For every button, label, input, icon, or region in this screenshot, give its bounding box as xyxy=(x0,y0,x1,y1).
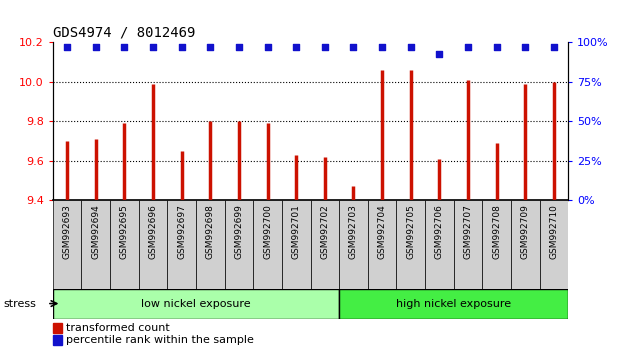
Text: GSM992700: GSM992700 xyxy=(263,205,272,259)
Bar xyxy=(425,200,454,289)
Text: GDS4974 / 8012469: GDS4974 / 8012469 xyxy=(53,26,195,40)
Text: GSM992696: GSM992696 xyxy=(148,205,158,259)
Bar xyxy=(253,200,282,289)
Text: GSM992707: GSM992707 xyxy=(463,205,473,259)
Bar xyxy=(196,200,225,289)
Point xyxy=(177,44,187,50)
Point xyxy=(62,44,72,50)
Text: GSM992710: GSM992710 xyxy=(550,205,558,259)
Text: GSM992706: GSM992706 xyxy=(435,205,444,259)
Bar xyxy=(53,289,339,319)
Point xyxy=(348,44,358,50)
Point xyxy=(91,44,101,50)
Text: GSM992697: GSM992697 xyxy=(177,205,186,259)
Text: GSM992705: GSM992705 xyxy=(406,205,415,259)
Text: GSM992702: GSM992702 xyxy=(320,205,329,259)
Point xyxy=(406,44,415,50)
Point xyxy=(320,44,330,50)
Bar xyxy=(167,200,196,289)
Text: GSM992704: GSM992704 xyxy=(378,205,387,259)
Text: stress: stress xyxy=(3,298,36,309)
Point xyxy=(263,44,273,50)
Point xyxy=(520,44,530,50)
Point xyxy=(435,51,445,56)
Point xyxy=(492,44,502,50)
Point xyxy=(148,44,158,50)
Bar xyxy=(396,200,425,289)
Bar xyxy=(511,200,540,289)
Bar xyxy=(339,200,368,289)
Text: low nickel exposure: low nickel exposure xyxy=(141,298,251,309)
Text: high nickel exposure: high nickel exposure xyxy=(396,298,511,309)
Bar xyxy=(368,200,396,289)
Point xyxy=(119,44,129,50)
Text: GSM992708: GSM992708 xyxy=(492,205,501,259)
Bar xyxy=(225,200,253,289)
Bar xyxy=(540,200,568,289)
Bar xyxy=(483,200,511,289)
Point xyxy=(463,44,473,50)
Text: GSM992693: GSM992693 xyxy=(63,205,71,259)
Text: GSM992703: GSM992703 xyxy=(349,205,358,259)
Text: GSM992698: GSM992698 xyxy=(206,205,215,259)
Bar xyxy=(282,200,310,289)
Point xyxy=(377,44,387,50)
Point xyxy=(234,44,244,50)
Bar xyxy=(81,200,110,289)
Text: GSM992699: GSM992699 xyxy=(234,205,243,259)
Point xyxy=(206,44,215,50)
Text: GSM992694: GSM992694 xyxy=(91,205,100,259)
Bar xyxy=(53,200,81,289)
Text: GSM992695: GSM992695 xyxy=(120,205,129,259)
Bar xyxy=(310,200,339,289)
Bar xyxy=(110,200,138,289)
Bar xyxy=(454,200,483,289)
Text: transformed count: transformed count xyxy=(66,323,170,333)
Text: percentile rank within the sample: percentile rank within the sample xyxy=(66,335,255,345)
Bar xyxy=(339,289,568,319)
Bar xyxy=(138,200,167,289)
Point xyxy=(549,44,559,50)
Text: GSM992701: GSM992701 xyxy=(292,205,301,259)
Text: GSM992709: GSM992709 xyxy=(521,205,530,259)
Point xyxy=(291,44,301,50)
